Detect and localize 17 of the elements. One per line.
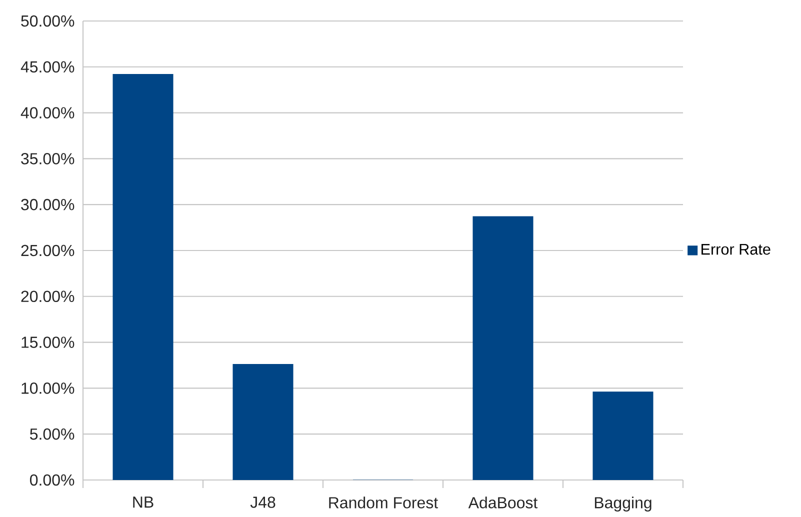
y-tick-label: 0.00% xyxy=(30,474,74,486)
legend-label: Error Rate xyxy=(702,244,770,255)
x-tick-label: Random Forest xyxy=(329,496,438,508)
y-tick-label: 5.00% xyxy=(30,428,74,440)
y-tick-label: 40.00% xyxy=(20,107,74,118)
y-tick-label: 20.00% xyxy=(21,290,74,302)
x-tick-label: AdaBoost xyxy=(468,496,538,508)
y-tick-label: 50.00% xyxy=(21,15,74,27)
x-tick-label: Bagging xyxy=(594,496,652,512)
y-tick-label: 15.00% xyxy=(22,336,74,348)
y-tick-label: 35.00% xyxy=(21,153,74,164)
y-tick-label: 10.00% xyxy=(22,382,74,394)
y-tick-label: 25.00% xyxy=(21,244,74,256)
y-tick-label: 45.00% xyxy=(20,61,74,73)
y-tick-label: 30.00% xyxy=(21,198,74,210)
x-tick-label: NB xyxy=(133,496,154,508)
x-tick-label: J48 xyxy=(250,496,276,508)
